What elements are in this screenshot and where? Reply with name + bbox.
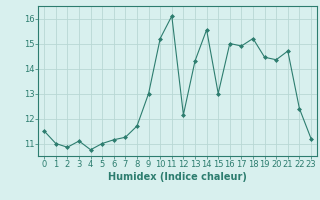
X-axis label: Humidex (Indice chaleur): Humidex (Indice chaleur) [108, 172, 247, 182]
